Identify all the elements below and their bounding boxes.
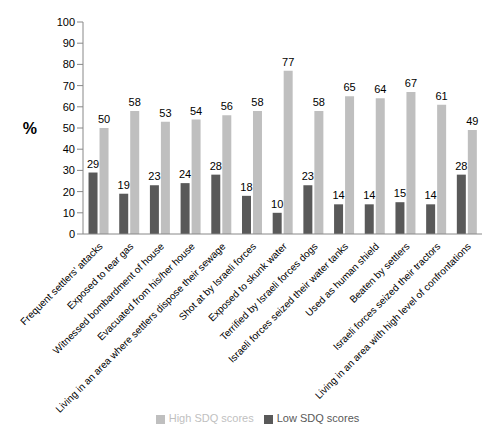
svg-text:Exposed to tear gas: Exposed to tear gas xyxy=(64,240,136,312)
svg-text:0: 0 xyxy=(69,228,75,240)
svg-text:Used as human shield: Used as human shield xyxy=(303,240,381,319)
svg-text:80: 80 xyxy=(63,58,75,70)
svg-text:%: % xyxy=(23,120,37,137)
svg-text:50: 50 xyxy=(98,113,110,125)
svg-text:18: 18 xyxy=(240,181,252,193)
svg-text:19: 19 xyxy=(118,179,130,191)
svg-text:40: 40 xyxy=(63,143,75,155)
svg-text:14: 14 xyxy=(363,189,375,201)
svg-text:15: 15 xyxy=(394,187,406,199)
html-text:Low SDQ scores: Low SDQ scores xyxy=(276,412,360,424)
svg-text:49: 49 xyxy=(466,115,478,127)
svg-text:14: 14 xyxy=(332,189,344,201)
svg-text:60: 60 xyxy=(63,101,75,113)
svg-text:Living in an area with high le: Living in an area with high level of con… xyxy=(313,241,473,401)
svg-text:77: 77 xyxy=(282,56,294,68)
svg-text:100: 100 xyxy=(57,16,75,28)
svg-text:65: 65 xyxy=(343,81,355,93)
svg-text:Frequent settlers' attacks: Frequent settlers' attacks xyxy=(18,240,105,328)
svg-text:90: 90 xyxy=(63,37,75,49)
svg-text:67: 67 xyxy=(405,77,417,89)
svg-text:23: 23 xyxy=(148,170,160,182)
svg-text:Witnessed bombardment of house: Witnessed bombardment of house xyxy=(51,240,167,356)
svg-text:Israeli forces seized their tr: Israeli forces seized their tractors xyxy=(331,241,443,353)
svg-text:10: 10 xyxy=(271,198,283,210)
svg-text:Shot at by Israeli forces: Shot at by Israeli forces xyxy=(176,240,259,323)
svg-text:10: 10 xyxy=(63,207,75,219)
svg-text:30: 30 xyxy=(63,164,75,176)
svg-text:56: 56 xyxy=(221,100,233,112)
svg-text:23: 23 xyxy=(302,170,314,182)
svg-text:28: 28 xyxy=(210,160,222,172)
svg-text:20: 20 xyxy=(63,186,75,198)
svg-text:Evacuated from his/her house: Evacuated from his/her house xyxy=(95,240,197,343)
svg-text:Exposed to skunk water: Exposed to skunk water xyxy=(206,240,289,324)
svg-text:24: 24 xyxy=(179,168,191,180)
svg-text:58: 58 xyxy=(313,96,325,108)
svg-text:70: 70 xyxy=(63,80,75,92)
svg-text:Beaten by settlers: Beaten by settlers xyxy=(347,240,412,305)
svg-text:14: 14 xyxy=(425,189,437,201)
svg-text:58: 58 xyxy=(251,96,263,108)
svg-text:61: 61 xyxy=(436,90,448,102)
html-text:High SDQ scores: High SDQ scores xyxy=(168,412,254,424)
svg-text:Israeli forces seized their wa: Israeli forces seized their water tanks xyxy=(226,240,351,365)
svg-text:Living in an area where settle: Living in an area where settlers dispose… xyxy=(54,240,228,414)
svg-text:Terrified by Israeli forces do: Terrified by Israeli forces dogs xyxy=(217,240,320,343)
svg-text:50: 50 xyxy=(63,122,75,134)
svg-text:58: 58 xyxy=(129,96,141,108)
svg-text:64: 64 xyxy=(374,83,386,95)
svg-text:29: 29 xyxy=(87,158,99,170)
svg-text:53: 53 xyxy=(159,107,171,119)
svg-text:28: 28 xyxy=(455,160,467,172)
svg-text:54: 54 xyxy=(190,105,202,117)
